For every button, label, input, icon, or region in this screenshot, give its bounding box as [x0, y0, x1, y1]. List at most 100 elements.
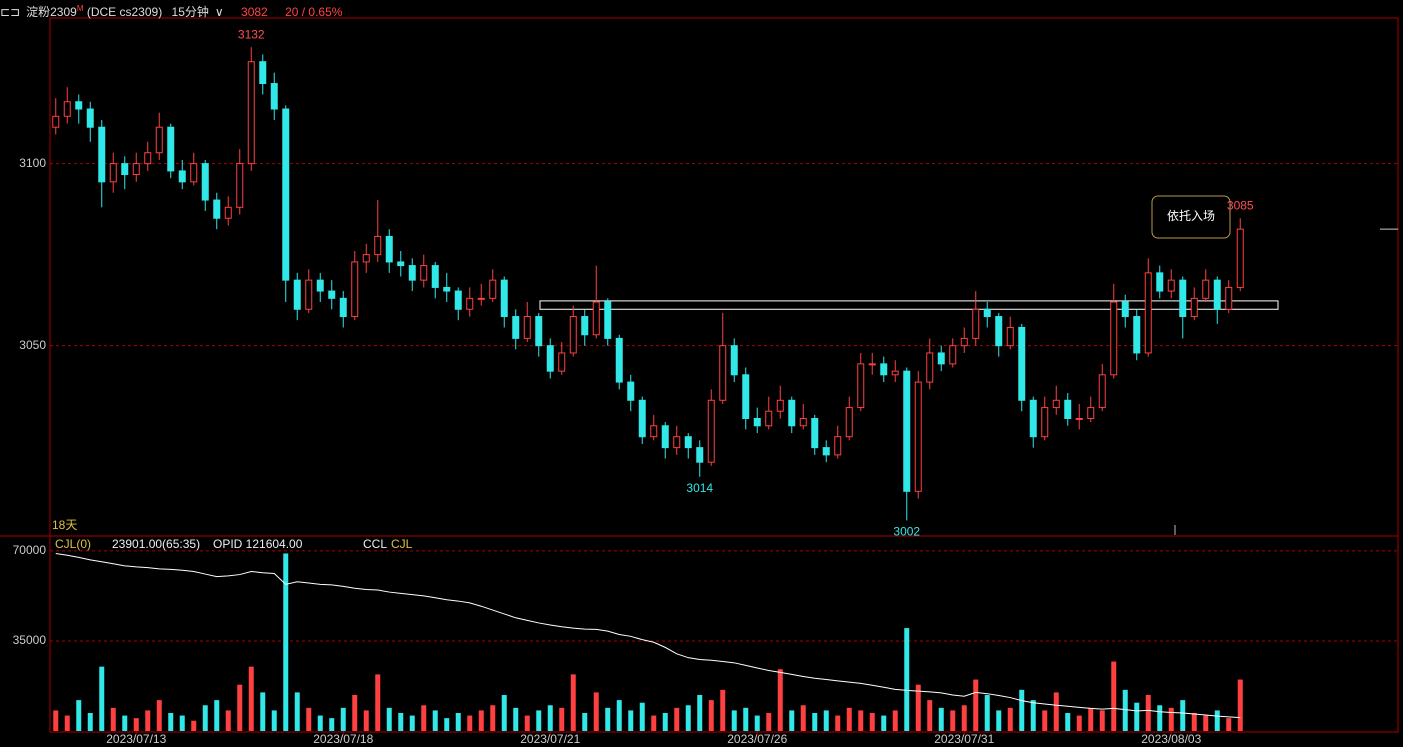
volume-bar	[1180, 700, 1186, 731]
volume-bar	[846, 707, 852, 731]
volume-bar	[64, 715, 70, 731]
volume-bar	[168, 712, 174, 731]
volume-bar	[409, 715, 415, 731]
volume-bar	[1007, 707, 1013, 731]
volume-bar	[812, 712, 818, 731]
candle-body	[224, 206, 232, 219]
volume-bar	[777, 669, 783, 731]
volume-bar	[87, 712, 93, 731]
candle-body	[1110, 301, 1118, 376]
candle-body	[1018, 326, 1026, 401]
volume-bar	[1053, 692, 1059, 731]
volume-bar	[375, 674, 381, 731]
volume-bar	[593, 692, 599, 731]
volume-bar	[237, 684, 243, 731]
volume-bar	[329, 718, 335, 731]
volume-bar	[616, 700, 622, 731]
extreme-label: 3132	[238, 27, 265, 41]
volume-bar	[110, 707, 116, 731]
candle-body	[891, 370, 899, 376]
callout-box	[1151, 195, 1231, 239]
y-tick-label: 70000	[13, 543, 47, 557]
candle-body	[1202, 279, 1210, 299]
volume-bar	[513, 707, 519, 731]
volume-bar	[927, 700, 933, 731]
volume-bar	[352, 694, 358, 731]
candle-body	[707, 399, 715, 463]
candle-body	[431, 265, 439, 288]
volume-bar	[317, 715, 323, 731]
candle-body	[109, 163, 117, 183]
candle-body	[914, 381, 922, 492]
volume-bar	[961, 705, 967, 731]
volume-bar	[559, 707, 565, 731]
candle-body	[362, 254, 370, 263]
volume-bar	[996, 710, 1002, 731]
extreme-label: 3085	[1227, 198, 1254, 212]
volume-bar	[501, 694, 507, 731]
volume-bar	[1134, 702, 1140, 731]
indicator-name[interactable]: CJL(0)	[55, 537, 91, 551]
candle-body	[477, 297, 485, 300]
volume-bar	[674, 707, 680, 731]
volume-bar	[639, 702, 645, 731]
volume-bar	[1019, 689, 1025, 731]
period-arrow[interactable]: ∨	[214, 5, 224, 19]
icon[interactable]: ⊏⊐	[0, 5, 21, 19]
volume-bar	[260, 692, 266, 731]
candle-body	[995, 316, 1003, 347]
candle-body	[604, 301, 612, 339]
candle-body	[236, 163, 244, 208]
candle-body	[1098, 374, 1106, 409]
volume-bar	[386, 707, 392, 731]
candle-body	[1179, 279, 1187, 318]
candle-body	[190, 163, 198, 183]
volume-bar	[1191, 712, 1197, 731]
candle-body	[661, 425, 669, 449]
volume-bar	[306, 707, 312, 731]
volume-bar	[363, 710, 369, 731]
open-interest-line	[55, 552, 1241, 719]
candle-body	[351, 261, 359, 318]
volume-bar	[1088, 707, 1094, 731]
volume-bar	[731, 710, 737, 731]
y-tick-label: 3050	[19, 338, 46, 352]
volume-bar	[1157, 705, 1163, 731]
candle-body	[385, 235, 393, 263]
volume-bar	[478, 710, 484, 731]
candle-body	[1064, 399, 1072, 419]
volume-frame	[49, 535, 1399, 733]
volume-bar	[766, 712, 772, 731]
candle-body	[523, 316, 531, 339]
volume-bar	[524, 715, 530, 731]
candle-body	[926, 352, 934, 383]
volume-bar	[789, 710, 795, 731]
candle-body	[1156, 272, 1164, 292]
candle-body	[305, 279, 313, 310]
volume-bar	[1111, 661, 1117, 731]
candle-body	[374, 235, 382, 256]
volume-bar	[984, 694, 990, 731]
y-tick-label: 3100	[19, 156, 46, 170]
volume-bar	[628, 710, 634, 731]
volume-bar	[1145, 694, 1151, 731]
candle-body	[75, 101, 83, 110]
volume-bar	[156, 700, 162, 731]
volume-bar	[398, 712, 404, 731]
candle-body	[972, 308, 980, 339]
volume-bar	[708, 700, 714, 731]
candle-body	[1075, 417, 1083, 420]
candle-body	[673, 436, 681, 449]
volume-bar	[432, 710, 438, 731]
period[interactable]: 15分钟	[171, 5, 209, 19]
volume-bar	[915, 684, 921, 731]
volume-bar	[697, 694, 703, 731]
volume-bar	[1122, 689, 1128, 731]
volume-bar	[179, 715, 185, 731]
candle-body	[144, 152, 152, 165]
candle-body	[1041, 407, 1049, 438]
symbol[interactable]: 淀粉2309	[26, 5, 77, 19]
x-tick-label: 2023/07/31	[934, 732, 994, 746]
candle-body	[1190, 297, 1198, 318]
